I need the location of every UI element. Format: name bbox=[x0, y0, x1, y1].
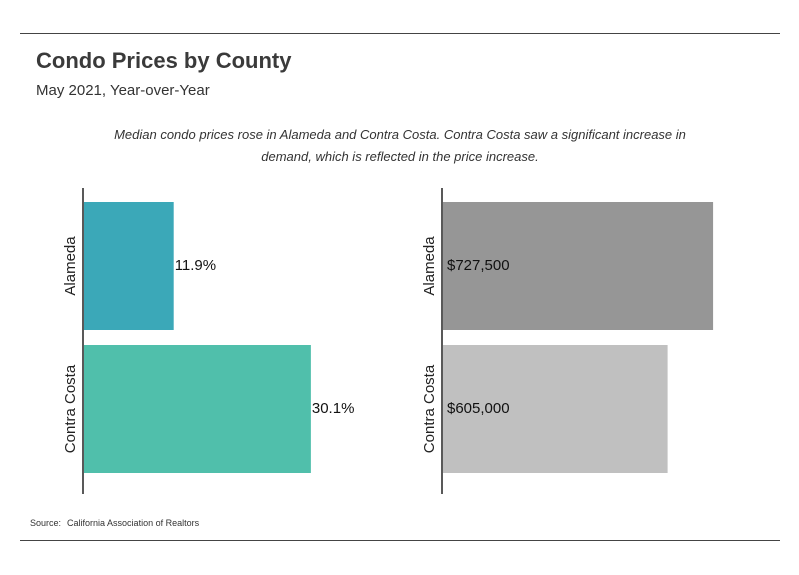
data-label-contra-costa: $605,000 bbox=[447, 400, 510, 417]
source-label: Source: bbox=[30, 518, 62, 528]
source-note: Source: California Association of Realtor… bbox=[30, 518, 205, 528]
bar-contra-costa bbox=[84, 345, 311, 473]
category-label-contra-costa: Contra Costa bbox=[421, 364, 438, 453]
chart-title: Condo Prices by County bbox=[36, 48, 292, 73]
source-text: California Association of Realtors bbox=[67, 518, 200, 528]
top-rule bbox=[20, 33, 780, 34]
percent-change-chart: Alameda 11.9% Contra Costa 30.1% bbox=[62, 188, 355, 494]
category-label-alameda: Alameda bbox=[421, 236, 438, 296]
data-label-alameda: $727,500 bbox=[447, 257, 510, 274]
chart-subtitle: May 2021, Year-over-Year bbox=[36, 82, 210, 99]
bottom-rule bbox=[20, 540, 780, 541]
category-label-alameda: Alameda bbox=[62, 236, 79, 296]
bar-alameda bbox=[443, 202, 714, 330]
chart-annotation: Median condo prices rose in Alameda and … bbox=[114, 127, 686, 164]
category-label-contra-costa: Contra Costa bbox=[62, 364, 79, 453]
bar-contra-costa bbox=[443, 345, 668, 473]
data-label-contra-costa: 30.1% bbox=[312, 400, 355, 417]
bar-alameda bbox=[84, 202, 174, 330]
data-label-alameda: 11.9% bbox=[175, 257, 216, 274]
median-price-chart: Alameda $727,500 Contra Costa $605,000 bbox=[421, 188, 714, 494]
